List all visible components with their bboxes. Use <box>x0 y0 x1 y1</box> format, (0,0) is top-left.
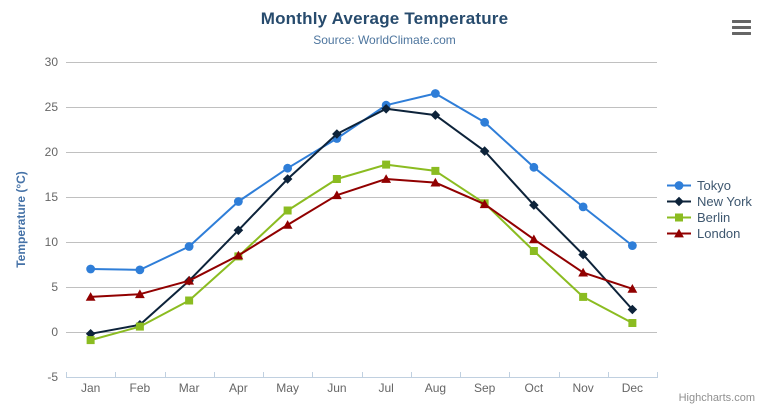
hamburger-icon <box>732 20 751 35</box>
new-york-point-marker <box>381 104 391 114</box>
london-point-marker <box>627 284 638 293</box>
legend-item-tokyo[interactable]: Tokyo <box>666 177 752 193</box>
new-york-point-marker <box>85 329 96 339</box>
x-tick-label: Aug <box>425 381 446 395</box>
berlin-point-marker <box>185 296 194 305</box>
triangle-marker-icon <box>674 228 684 237</box>
series-line-london <box>89 178 634 298</box>
y-tick-label: -5 <box>47 370 58 384</box>
diamond-legend-marker-icon <box>667 196 691 206</box>
berlin-point-marker <box>135 322 144 331</box>
series-line-berlin <box>89 163 634 342</box>
berlin-point-marker <box>431 166 440 175</box>
y-gridlines <box>66 62 657 378</box>
x-tick-label: Oct <box>525 381 544 395</box>
berlin-point-marker <box>382 160 391 169</box>
square-legend-marker-icon <box>667 213 691 221</box>
new-york-point-marker <box>332 129 342 139</box>
new-york-point-marker <box>578 249 588 260</box>
london-point-marker <box>578 267 589 277</box>
london-point-marker <box>134 289 145 299</box>
berlin-point-marker <box>283 206 292 215</box>
y-tick-label: 5 <box>51 280 58 294</box>
london-point-marker <box>430 177 441 187</box>
tokyo-point-marker <box>283 163 293 173</box>
london-point-marker <box>282 220 293 229</box>
legend-item-new-york[interactable]: New York <box>666 193 752 209</box>
chart-menu-button[interactable] <box>730 18 753 37</box>
tokyo-point-marker <box>86 264 96 274</box>
y-tick-label: 30 <box>45 55 59 69</box>
tokyo-point-marker <box>430 89 440 98</box>
new-york-point-marker <box>479 146 490 156</box>
series-tokyo[interactable] <box>86 89 637 275</box>
tokyo-point-marker <box>627 241 637 251</box>
london-point-marker <box>184 275 195 285</box>
london-point-marker <box>381 174 392 183</box>
y-tick-label: 0 <box>51 325 58 339</box>
london-point-marker <box>331 190 342 200</box>
y-tick-label: 15 <box>45 190 59 204</box>
square-marker-icon <box>675 213 683 221</box>
y-tick-label: 10 <box>45 235 59 249</box>
chart-legend: Tokyo New York Berlin London <box>666 177 752 241</box>
chart-title: Monthly Average Temperature <box>260 9 509 28</box>
tokyo-point-marker <box>578 202 588 212</box>
series-london[interactable] <box>85 174 638 301</box>
new-york-point-marker <box>430 110 441 120</box>
x-tick-label: Sep <box>474 381 496 395</box>
series-line-new-york <box>89 107 634 335</box>
tokyo-point-marker <box>135 265 145 275</box>
legend-label: Berlin <box>697 209 731 225</box>
new-york-point-marker <box>282 174 293 184</box>
triangle-legend-marker-icon <box>667 228 691 237</box>
berlin-point-marker <box>86 336 95 345</box>
highcharts-credit[interactable]: Highcharts.com <box>678 392 755 404</box>
x-tick-label: Mar <box>179 381 200 395</box>
tokyo-point-marker <box>184 242 194 251</box>
x-tick-label: Dec <box>622 381 643 395</box>
series-new-york[interactable] <box>85 104 638 339</box>
x-axis-labels: Jan Feb Mar Apr May Jun Jul Aug Sep Oct Nov Dec <box>81 381 643 395</box>
chart-subtitle: Source: WorldClimate.com <box>313 33 456 47</box>
london-point-marker <box>479 199 490 209</box>
new-york-point-marker <box>529 200 539 210</box>
tokyo-point-marker <box>233 197 243 206</box>
x-tick-label: Jun <box>327 381 346 395</box>
diamond-marker-icon <box>674 196 684 206</box>
x-tick-label: Apr <box>229 381 248 395</box>
legend-item-berlin[interactable]: Berlin <box>666 209 752 225</box>
x-tick-label: Feb <box>130 381 151 395</box>
y-tick-label: 20 <box>45 145 59 159</box>
circle-legend-marker-icon <box>667 180 691 190</box>
legend-label: London <box>697 225 741 241</box>
new-york-point-marker <box>627 304 638 315</box>
berlin-point-marker <box>628 319 637 327</box>
new-york-point-marker <box>233 225 244 236</box>
x-tick-label: Jul <box>378 381 393 395</box>
berlin-point-marker <box>579 292 588 301</box>
legend-label: New York <box>697 193 752 209</box>
london-point-marker <box>85 292 96 301</box>
berlin-point-marker <box>332 175 341 183</box>
y-axis-labels: -5 0 5 10 15 20 25 30 <box>45 55 59 384</box>
x-tick-label: May <box>276 381 299 395</box>
x-tick-label: Nov <box>572 381 593 395</box>
london-point-marker <box>528 234 539 244</box>
circle-marker-icon <box>674 180 684 190</box>
legend-label: Tokyo <box>697 177 731 193</box>
x-axis-ticks <box>66 372 658 377</box>
x-tick-label: Jan <box>81 381 100 395</box>
tokyo-point-marker <box>529 162 539 172</box>
y-tick-label: 25 <box>45 100 59 114</box>
tokyo-point-marker <box>480 117 490 127</box>
legend-item-london[interactable]: London <box>666 225 752 241</box>
london-point-marker <box>233 250 244 260</box>
berlin-point-marker <box>529 247 538 255</box>
y-axis-title: Temperature (°C) <box>14 171 28 268</box>
series-line-tokyo <box>89 92 634 271</box>
